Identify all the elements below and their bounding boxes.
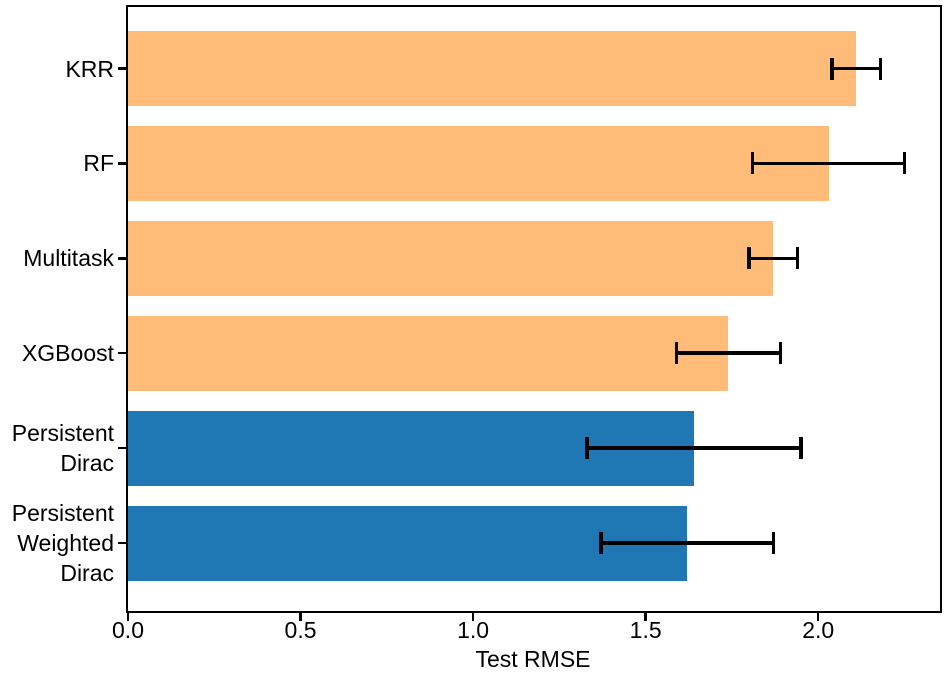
- y-tick: [117, 67, 126, 70]
- y-tick-label: XGBoost: [21, 340, 114, 367]
- error-bar: [749, 256, 798, 261]
- x-tick: [126, 612, 130, 621]
- bar: [128, 31, 857, 106]
- error-bar-cap: [795, 247, 800, 270]
- x-tick: [471, 612, 475, 621]
- y-tick: [117, 257, 126, 260]
- error-bar-cap: [902, 152, 907, 175]
- bar: [128, 220, 774, 296]
- error-bar-cap: [830, 57, 834, 80]
- x-axis-title: Test RMSE: [475, 646, 591, 672]
- error-bar: [676, 351, 781, 355]
- y-tick-label: Persistent Dirac: [11, 420, 114, 477]
- error-bar: [832, 66, 881, 71]
- y-tick-label: Persistent Weighted Dirac: [11, 500, 114, 586]
- bar: [128, 315, 729, 391]
- error-bar-cap: [750, 152, 755, 175]
- bar: [128, 125, 829, 201]
- error-bar-cap: [778, 342, 782, 365]
- x-tick: [644, 612, 647, 621]
- y-tick-label: Multitask: [23, 245, 114, 272]
- y-tick: [117, 541, 126, 545]
- x-tick: [299, 612, 302, 621]
- y-tick: [117, 162, 126, 165]
- y-tick-label: RF: [83, 150, 114, 177]
- x-tick: [816, 612, 820, 621]
- error-bar: [600, 541, 774, 545]
- error-bar: [586, 446, 801, 450]
- y-tick: [117, 446, 126, 450]
- error-bar-cap: [747, 247, 751, 270]
- error-bar-cap: [599, 532, 603, 554]
- y-tick: [117, 351, 126, 355]
- error-bar: [752, 161, 905, 166]
- error-bar-cap: [799, 437, 803, 460]
- error-bar-cap: [585, 437, 589, 460]
- bar: [128, 505, 688, 581]
- x-tick-label: 1.0: [457, 617, 490, 643]
- x-tick-label: 0.0: [112, 617, 144, 643]
- error-bar-cap: [878, 57, 883, 80]
- x-tick-label: 2.0: [802, 617, 835, 643]
- y-tick-label: KRR: [65, 55, 114, 82]
- x-tick-label: 0.5: [284, 617, 317, 643]
- x-tick-label: 1.5: [629, 617, 662, 643]
- error-bar-cap: [674, 342, 679, 365]
- error-bar-cap: [771, 532, 776, 554]
